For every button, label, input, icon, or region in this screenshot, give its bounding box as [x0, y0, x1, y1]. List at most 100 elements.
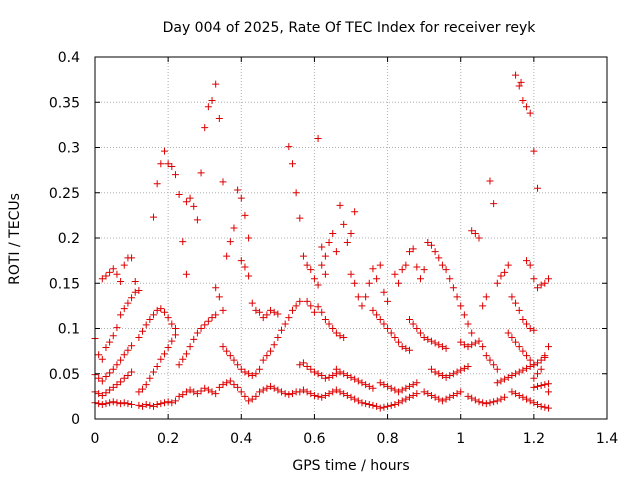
- data-point: [321, 391, 329, 399]
- data-point: [113, 399, 121, 407]
- data-point: [541, 279, 549, 287]
- data-point: [497, 395, 505, 403]
- data-point: [515, 368, 523, 376]
- data-point: [438, 343, 446, 351]
- data-point: [537, 382, 545, 390]
- data-point: [431, 368, 439, 376]
- data-point: [329, 229, 337, 237]
- data-point: [358, 379, 366, 387]
- data-point: [117, 356, 125, 364]
- data-point: [486, 177, 494, 185]
- data-point: [526, 397, 534, 405]
- data-point: [267, 382, 275, 390]
- data-point: [464, 392, 472, 400]
- data-point: [128, 401, 136, 409]
- data-point: [106, 399, 114, 407]
- y-tick-label: 0.05: [49, 367, 80, 383]
- data-point: [449, 284, 457, 292]
- x-axis-ticks: 0 0.2 0.4 0.6 0.8 1 1.2 1.4: [91, 57, 618, 447]
- data-point: [519, 347, 527, 355]
- data-point: [171, 331, 179, 339]
- data-point: [303, 297, 311, 305]
- data-point: [501, 268, 509, 276]
- data-point: [373, 402, 381, 410]
- data-point: [157, 400, 165, 408]
- data-point: [413, 379, 421, 387]
- data-point: [150, 213, 158, 221]
- data-point: [526, 356, 534, 364]
- data-point: [332, 365, 340, 373]
- data-point: [226, 352, 234, 360]
- data-point: [182, 198, 190, 206]
- data-point: [530, 383, 538, 391]
- data-point: [427, 391, 435, 399]
- data-point: [438, 261, 446, 269]
- data-point: [310, 391, 318, 399]
- data-point: [321, 374, 329, 382]
- data-point: [398, 386, 406, 394]
- data-point: [453, 293, 461, 301]
- data-point: [160, 399, 168, 407]
- data-point: [212, 390, 220, 398]
- data-point: [270, 384, 278, 392]
- data-point: [464, 343, 472, 351]
- data-point: [164, 314, 172, 322]
- data-point: [171, 325, 179, 332]
- data-point: [215, 115, 223, 123]
- data-point: [479, 399, 487, 407]
- data-point: [380, 320, 388, 328]
- data-point: [457, 338, 465, 346]
- data-point: [332, 248, 340, 256]
- x-tick-label: 0: [91, 431, 100, 447]
- data-point: [406, 346, 414, 354]
- data-point: [475, 398, 483, 406]
- data-point: [471, 396, 479, 404]
- x-tick-label: 1: [456, 431, 465, 447]
- data-point: [340, 370, 348, 378]
- data-point: [150, 311, 158, 319]
- data-point: [493, 279, 501, 287]
- data-point: [391, 334, 399, 342]
- data-point: [501, 375, 509, 383]
- y-tick-label: 0.3: [58, 141, 80, 157]
- data-point: [208, 314, 216, 322]
- data-point: [142, 401, 150, 409]
- data-point: [274, 334, 282, 342]
- data-point: [347, 393, 355, 401]
- data-point: [321, 315, 329, 323]
- data-point: [219, 343, 227, 351]
- data-point: [171, 171, 179, 179]
- data-point: [237, 388, 245, 396]
- data-point: [193, 216, 201, 224]
- data-point: [150, 402, 158, 410]
- data-point: [237, 257, 245, 265]
- data-point: [464, 363, 472, 371]
- data-point: [523, 320, 531, 328]
- data-point: [468, 394, 476, 402]
- data-point: [259, 356, 267, 364]
- data-point: [431, 248, 439, 256]
- data-point: [146, 315, 154, 323]
- data-point: [182, 270, 190, 278]
- data-point: [175, 191, 183, 199]
- data-point: [193, 390, 201, 398]
- data-point: [376, 261, 384, 269]
- x-tick-label: 0.8: [376, 431, 398, 447]
- data-point: [406, 248, 414, 256]
- data-point: [512, 370, 520, 378]
- data-point: [95, 400, 103, 408]
- data-point: [95, 351, 103, 359]
- data-point: [106, 338, 114, 346]
- data-point: [395, 279, 403, 287]
- data-point: [226, 377, 234, 385]
- data-point: [351, 208, 359, 216]
- x-tick-label: 0.6: [303, 431, 325, 447]
- data-point: [208, 96, 216, 104]
- data-point: [340, 220, 348, 228]
- data-point: [139, 402, 147, 410]
- data-point: [310, 368, 318, 376]
- data-point: [351, 395, 359, 403]
- data-point: [237, 365, 245, 373]
- data-point: [534, 370, 542, 378]
- data-point: [544, 388, 552, 396]
